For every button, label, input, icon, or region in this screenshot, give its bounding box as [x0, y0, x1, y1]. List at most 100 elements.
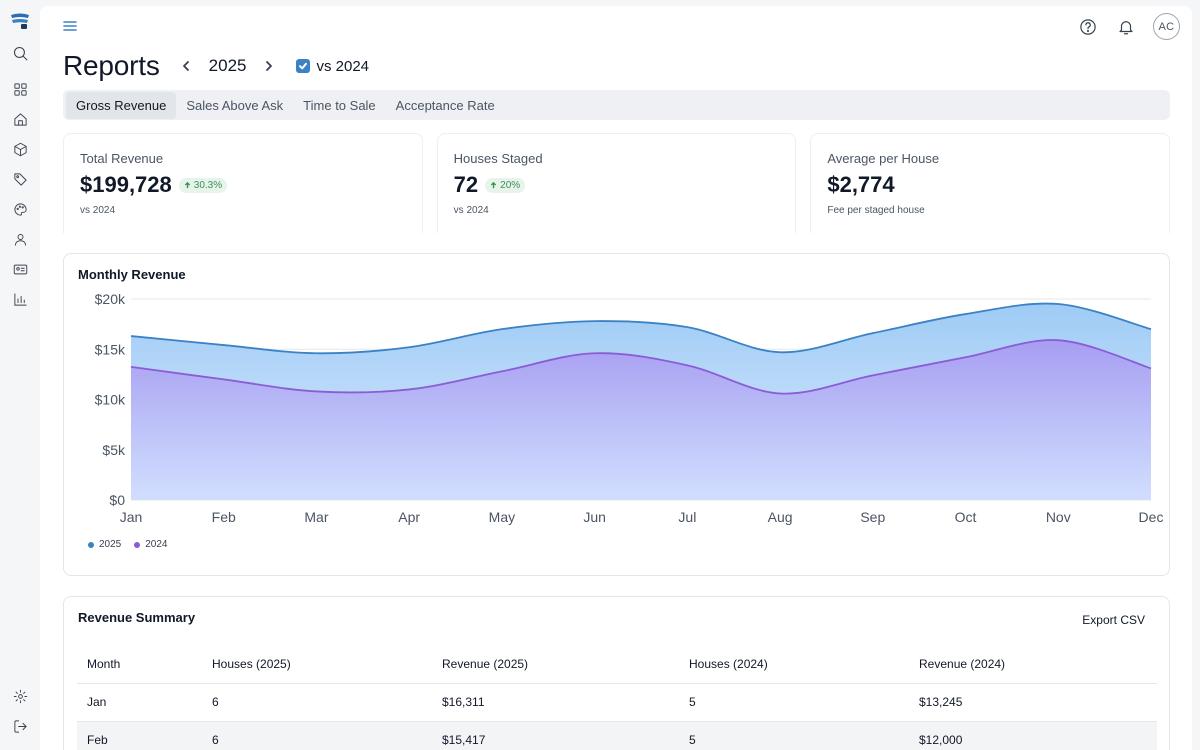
- dashboard-icon[interactable]: [6, 75, 34, 103]
- previous-year-chevron-icon[interactable]: [178, 58, 194, 74]
- tab-acceptance-rate[interactable]: Acceptance Rate: [395, 97, 495, 113]
- kpi-label: Total Revenue: [80, 151, 164, 166]
- year-label: 2025: [208, 56, 247, 75]
- x-tick-label: Jan: [120, 509, 143, 525]
- x-tick-label: Apr: [398, 509, 420, 525]
- report-tabs: Gross Revenue Sales Above Ask Time to Sa…: [63, 90, 1170, 120]
- y-tick-label: $5k: [102, 442, 126, 458]
- search-icon[interactable]: [6, 39, 34, 67]
- table-cell: 5: [679, 721, 909, 750]
- column-header-houses-2024[interactable]: Houses (2024): [679, 645, 909, 684]
- export-csv-button[interactable]: Export CSV: [1082, 613, 1145, 627]
- x-tick-label: Mar: [304, 509, 328, 525]
- legend-label: 2024: [145, 539, 168, 550]
- arrow-up-icon: [184, 181, 190, 188]
- x-tick-label: Oct: [955, 509, 977, 525]
- x-tick-label: May: [489, 509, 515, 525]
- line-series-2024: [130, 339, 1152, 395]
- table-cell: $12,000: [909, 721, 1157, 750]
- trend-value: 30.3%: [193, 179, 223, 191]
- table-cell: $13,245: [909, 683, 1157, 722]
- column-header-month[interactable]: Month: [77, 645, 202, 684]
- palette-icon[interactable]: [6, 195, 34, 223]
- column-header-revenue-2025[interactable]: Revenue (2025): [432, 645, 679, 684]
- table-cell: $16,311: [432, 683, 679, 722]
- top-bar: AC: [40, 6, 1192, 48]
- table-cell: Feb: [77, 721, 202, 750]
- logout-icon[interactable]: [6, 712, 34, 740]
- compare-toggle[interactable]: vs 2024: [296, 58, 369, 75]
- monthly-revenue-chart: $0 $5k $10k $15k $20k Jan Feb Mar Apr May Jun Jul Au…: [95, 291, 1164, 525]
- x-tick-label: Aug: [768, 509, 793, 525]
- trend-badge: 30.3%: [178, 177, 228, 193]
- x-tick-label: Jun: [583, 509, 606, 525]
- trend-badge: 20%: [485, 177, 526, 193]
- tag-icon[interactable]: [6, 165, 34, 193]
- help-icon[interactable]: [1077, 16, 1099, 38]
- x-tick-label: Feb: [212, 509, 236, 525]
- arrow-up-icon: [490, 181, 497, 188]
- kpi-value: $2,774: [827, 172, 895, 197]
- chart-legend: 2025 2024: [88, 539, 168, 550]
- summary-title: Revenue Summary: [78, 610, 196, 625]
- main-panel: AC Reports 2025 vs 2024 Gross Revenue Sa…: [40, 6, 1192, 750]
- kpi-card-average-per-house: Average per House $2,774 Fee per staged …: [810, 133, 1171, 233]
- table-row: Jan 6 $16,311 5 $13,245: [77, 683, 1157, 722]
- kpi-card-total-revenue: Total Revenue $199,728 30.3% vs 2024: [63, 133, 423, 233]
- table-header-row: Month Houses (2025) Revenue (2025) House…: [77, 645, 1157, 684]
- sidebar: [0, 0, 40, 750]
- trend-value: 20%: [500, 179, 521, 191]
- area-series-2024: [131, 340, 1151, 500]
- x-tick-label: Dec: [1139, 509, 1164, 525]
- column-header-houses-2025[interactable]: Houses (2025): [202, 645, 432, 684]
- y-tick-label: $10k: [95, 392, 126, 408]
- table-cell: 6: [202, 683, 432, 722]
- compare-label: vs 2024: [316, 57, 370, 75]
- settings-icon[interactable]: [6, 682, 34, 710]
- page-header: Reports 2025 vs 2024: [63, 46, 369, 86]
- revenue-summary-table: Month Houses (2025) Revenue (2025) House…: [77, 645, 1157, 750]
- column-header-revenue-2024[interactable]: Revenue (2024): [909, 645, 1157, 684]
- monthly-revenue-card: Monthly Revenue $0 $5k $10k $15k $20k Jan Feb M…: [63, 253, 1170, 576]
- table-cell: Jan: [77, 683, 202, 722]
- tab-time-to-sale[interactable]: Time to Sale: [303, 97, 376, 113]
- legend-label: 2025: [99, 539, 122, 550]
- user-icon[interactable]: [6, 225, 34, 253]
- table-cell: 5: [679, 683, 909, 722]
- tab-gross-revenue[interactable]: Gross Revenue: [66, 91, 177, 119]
- kpi-card-houses-staged: Houses Staged 72 20% vs 2024: [436, 133, 797, 233]
- bell-icon[interactable]: [1115, 16, 1137, 38]
- kpi-row: Total Revenue $199,728 30.3% vs 2024 Hou…: [63, 133, 1171, 233]
- kpi-subtext: vs 2024: [453, 205, 489, 216]
- package-icon[interactable]: [6, 135, 34, 163]
- kpi-value: 72: [453, 172, 479, 197]
- kpi-label: Average per House: [827, 151, 940, 166]
- tab-sales-above-ask[interactable]: Sales Above Ask: [186, 97, 284, 113]
- home-icon[interactable]: [6, 105, 34, 133]
- compare-checkbox[interactable]: [296, 59, 311, 73]
- kpi-label: Houses Staged: [453, 151, 543, 166]
- x-tick-label: Jul: [678, 509, 696, 525]
- app-logo[interactable]: [9, 11, 31, 31]
- kpi-subtext: vs 2024: [80, 205, 116, 216]
- avatar[interactable]: AC: [1153, 13, 1180, 40]
- legend-dot-2024: [134, 541, 141, 548]
- y-tick-label: $0: [109, 492, 125, 508]
- id-card-icon[interactable]: [6, 255, 34, 283]
- legend-item-2025[interactable]: 2025: [88, 539, 121, 550]
- chart-title: Monthly Revenue: [78, 267, 186, 282]
- kpi-value: $199,728: [80, 172, 172, 197]
- line-series-2025: [130, 302, 1152, 355]
- bar-chart-icon[interactable]: [6, 285, 34, 313]
- hamburger-menu-icon[interactable]: [62, 18, 80, 34]
- page-title: Reports: [63, 50, 160, 81]
- table-row: Feb 6 $15,417 5 $12,000: [77, 721, 1157, 750]
- y-tick-label: $15k: [95, 341, 126, 357]
- table-cell: $15,417: [432, 721, 679, 750]
- x-tick-label: Sep: [860, 509, 885, 525]
- revenue-summary-card: Revenue Summary Export CSV Month Houses …: [63, 596, 1170, 750]
- kpi-subtext: Fee per staged house: [827, 205, 925, 216]
- x-tick-label: Nov: [1046, 509, 1071, 525]
- legend-item-2024[interactable]: 2024: [134, 539, 168, 550]
- next-year-chevron-icon[interactable]: [261, 58, 277, 74]
